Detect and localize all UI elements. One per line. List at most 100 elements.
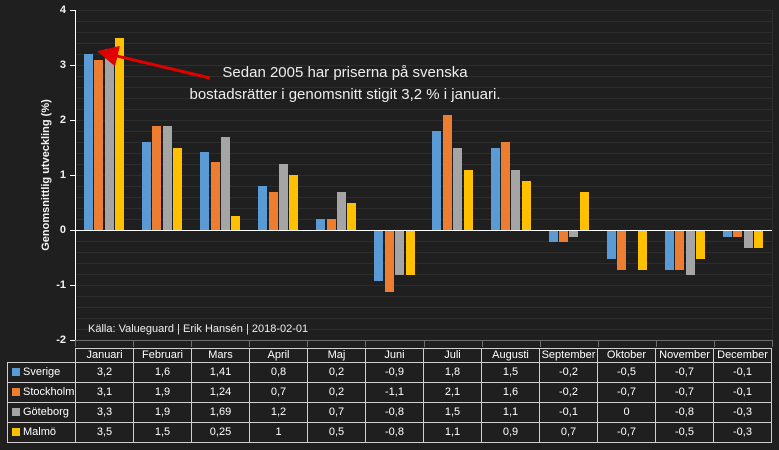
bar-malmö-november <box>695 231 705 259</box>
value-cell: -0,7 <box>655 362 714 383</box>
bar-stockholm-juli <box>442 114 452 230</box>
value-cell: -0,8 <box>365 422 424 443</box>
value-cell: 0,2 <box>307 362 366 383</box>
table-month-header: Februari <box>133 348 192 363</box>
gridline <box>75 296 772 297</box>
table-month-header: Juli <box>423 348 482 363</box>
bar-malmö-juni <box>405 231 415 275</box>
legend-swatch-malmö <box>12 428 20 437</box>
bar-stockholm-oktober <box>617 231 627 270</box>
table-row-göteborg: Göteborg 3,3 1,9 1,69 1,2 0,7 -0,8 1,5 1,1 -0,1 0-… <box>7 402 772 423</box>
bar-malmö-april <box>289 175 299 230</box>
bar-sverige-maj <box>316 219 326 230</box>
gridline <box>75 263 772 264</box>
bar-sverige-oktober <box>606 231 616 259</box>
series-label-cell: Göteborg <box>7 402 76 423</box>
value-cell: 1,9 <box>133 382 192 403</box>
value-cell: 0,7 <box>539 422 598 443</box>
y-axis-tick <box>70 120 75 121</box>
table-month-header: Maj <box>307 348 366 363</box>
bar-stockholm-juni <box>384 231 394 292</box>
value-cell: 3,5 <box>75 422 134 443</box>
y-axis-tick <box>70 65 75 66</box>
bar-stockholm-mars <box>210 161 220 230</box>
table-month-header: Mars <box>191 348 250 363</box>
bar-sverige-juli <box>432 131 442 230</box>
bar-göteborg-november <box>685 231 695 275</box>
bar-stockholm-september <box>559 231 568 242</box>
x-axis-tick <box>655 340 657 347</box>
value-cell: -0,3 <box>713 422 772 443</box>
table-month-header: December <box>713 348 772 363</box>
bar-stockholm-maj <box>326 219 336 230</box>
bar-sverige-april <box>258 186 268 230</box>
table-row-stockholm: Stockholm 3,1 1,9 1,24 0,7 0,2 -1,1 2,1 1,6 -0,2-… <box>7 382 772 403</box>
gridline <box>75 65 772 66</box>
bar-sverige-mars <box>200 152 210 230</box>
zero-line <box>75 230 772 231</box>
x-axis-tick <box>481 340 483 347</box>
value-cell: 1,24 <box>191 382 250 403</box>
bar-sverige-februari <box>142 142 152 230</box>
bar-göteborg-december <box>743 231 753 248</box>
gridline <box>75 252 772 253</box>
series-name: Malmö <box>23 426 57 438</box>
bar-göteborg-juni <box>395 231 405 275</box>
series-label-cell: Malmö <box>7 422 76 443</box>
annotation-line-1: Sedan 2005 har priserna på svenska <box>222 64 468 81</box>
bar-malmö-mars <box>231 216 241 230</box>
value-cell: -0,9 <box>365 362 424 383</box>
gridline <box>75 285 772 286</box>
gridline <box>75 241 772 242</box>
table-row-sverige: Sverige 3,2 1,6 1,41 0,8 0,2 -0,9 1,8 1,5 -0,2 -0,… <box>7 362 772 383</box>
gridline <box>75 307 772 308</box>
value-cell: 1,6 <box>481 382 540 403</box>
value-cell: 0,8 <box>249 362 308 383</box>
series-label-cell: Stockholm <box>7 382 76 403</box>
x-axis-tick <box>423 340 425 347</box>
table-header-row: Januari Februari Mars April Maj Juni Juli Augus… <box>8 348 772 363</box>
value-cell: -0,8 <box>365 402 424 423</box>
y-axis-line <box>75 10 76 341</box>
bar-malmö-september <box>579 191 589 230</box>
bar-malmö-augusti <box>521 180 531 230</box>
value-cell: 1,41 <box>191 362 250 383</box>
legend-swatch-sverige <box>12 368 20 377</box>
value-cell: -0,3 <box>713 402 772 423</box>
x-axis-tick <box>133 340 135 347</box>
gridline <box>75 76 772 77</box>
x-axis-tick <box>249 340 251 347</box>
bar-sverige-augusti <box>490 147 500 230</box>
value-cell: -0,1 <box>713 362 772 383</box>
series-label-cell: Sverige <box>7 362 76 383</box>
bar-göteborg-september <box>569 231 579 237</box>
value-cell: 1,6 <box>133 362 192 383</box>
gridline <box>75 142 772 143</box>
value-cell: 0 <box>597 402 656 423</box>
value-cell: -0,8 <box>655 402 714 423</box>
value-cell: 1,9 <box>133 402 192 423</box>
legend-swatch-göteborg <box>12 408 20 417</box>
gridline <box>75 109 772 110</box>
gridline <box>75 153 772 154</box>
series-name: Göteborg <box>23 406 69 418</box>
bar-sverige-januari <box>83 54 93 230</box>
bar-malmö-maj <box>347 202 357 230</box>
value-cell: 1,1 <box>481 402 540 423</box>
gridline <box>75 131 772 132</box>
bar-sverige-november <box>664 231 674 270</box>
bar-malmö-oktober <box>637 231 647 270</box>
y-axis-tick <box>70 285 75 286</box>
value-cell: 3,2 <box>75 362 134 383</box>
value-cell: 0,9 <box>481 422 540 443</box>
gridline <box>75 10 772 11</box>
bar-stockholm-augusti <box>500 142 510 230</box>
value-cell: 1,8 <box>423 362 482 383</box>
annotation-line-2: bostadsrätter i genomsnitt stigit 3,2 % … <box>189 86 501 103</box>
bar-göteborg-juli <box>453 147 463 230</box>
y-axis-tick-label: 1 <box>59 169 66 181</box>
value-cell: 1,5 <box>133 422 192 443</box>
value-cell: -0,1 <box>539 402 598 423</box>
bar-malmö-februari <box>173 147 183 230</box>
